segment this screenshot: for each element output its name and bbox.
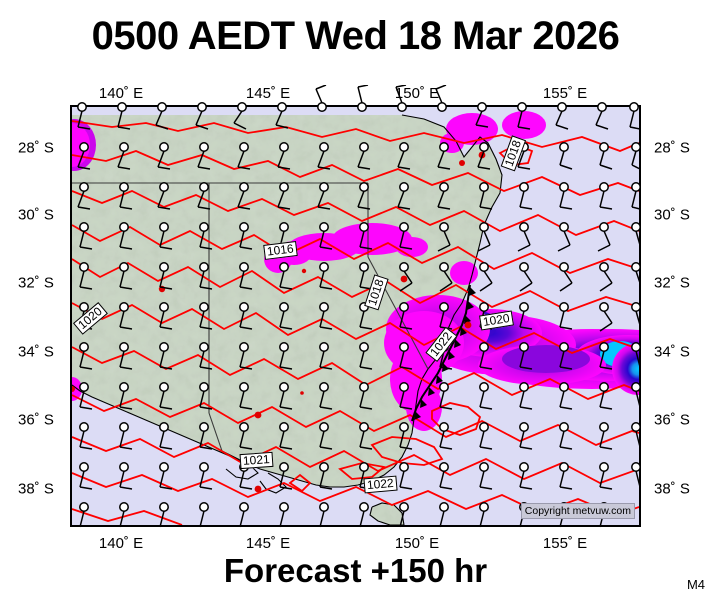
lat-label-left-38: 38˚ S bbox=[18, 480, 54, 498]
map-canvas bbox=[72, 107, 639, 525]
lon-label-bottom-140: 140˚ E bbox=[98, 535, 144, 552]
map-frame[interactable]: 1016 1018 1018 1020 1020 1021 1022 1022 … bbox=[70, 85, 641, 528]
lon-label-bottom-150: 150˚ E bbox=[394, 535, 440, 552]
lon-label-bottom-145: 145˚ E bbox=[245, 535, 291, 552]
lat-label-right-38: 38˚ S bbox=[654, 480, 690, 498]
lat-label-right-32: 32˚ S bbox=[654, 274, 690, 292]
lat-label-left-30: 30˚ S bbox=[18, 206, 54, 224]
page-title: 0500 AEDT Wed 18 Mar 2026 bbox=[91, 14, 620, 58]
isobar-label-1020-south: 1021 bbox=[239, 451, 274, 470]
lat-label-left-36: 36˚ S bbox=[18, 411, 54, 429]
lat-label-right-28: 28˚ S bbox=[654, 139, 690, 157]
lat-label-right-34: 34˚ S bbox=[654, 343, 690, 361]
lon-label-top-150: 150˚ E bbox=[394, 85, 440, 102]
model-tag: M4 bbox=[686, 577, 705, 592]
lat-label-left-32: 32˚ S bbox=[18, 274, 54, 292]
cold-front-barbs bbox=[414, 287, 476, 420]
forecast-caption: Forecast +150 hr bbox=[223, 552, 488, 589]
lon-label-top-140: 140˚ E bbox=[98, 85, 144, 102]
lat-label-left-34: 34˚ S bbox=[18, 343, 54, 361]
map-graphics bbox=[72, 107, 639, 525]
copyright-notice: Copyright metvuw.com bbox=[520, 503, 635, 519]
lat-label-right-30: 30˚ S bbox=[654, 206, 690, 224]
lon-label-bottom-155: 155˚ E bbox=[542, 535, 588, 552]
lon-label-top-155: 155˚ E bbox=[542, 85, 588, 102]
lat-label-right-36: 36˚ S bbox=[654, 411, 690, 429]
isobar-label-1022: 1022 bbox=[363, 475, 398, 494]
lon-label-top-145: 145˚ E bbox=[245, 85, 291, 102]
lat-label-left-28: 28˚ S bbox=[18, 139, 54, 157]
